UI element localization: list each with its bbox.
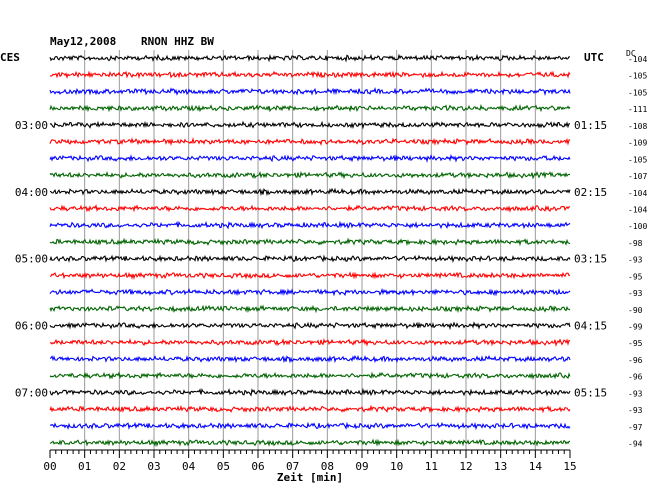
- dc-offset-label: -104: [628, 205, 647, 214]
- x-tick-label: 07: [286, 460, 299, 473]
- recording-date: May12,2008: [50, 35, 116, 48]
- x-axis-label: Zeit [min]: [277, 471, 343, 484]
- x-tick-label: 02: [113, 460, 126, 473]
- dc-offset-label: -93: [628, 406, 643, 415]
- trace-12: [49, 237, 571, 247]
- trace-4: [49, 103, 571, 113]
- x-tick-label: 06: [251, 460, 264, 473]
- trace-21: [49, 387, 571, 397]
- trace-19: [49, 354, 571, 364]
- trace-3: [49, 87, 571, 96]
- hour-label-right: 03:15: [574, 253, 607, 266]
- hour-label-left: 07:00: [15, 386, 48, 399]
- trace-17: [49, 321, 571, 331]
- x-tick-label: 08: [321, 460, 334, 473]
- trace-23: [49, 421, 571, 431]
- trace-16: [49, 304, 571, 314]
- dc-offset-label: -100: [628, 222, 647, 231]
- trace-7: [49, 153, 571, 163]
- x-tick-label: 01: [78, 460, 91, 473]
- hour-label-left: 04:00: [15, 186, 48, 199]
- x-tick-label: 05: [217, 460, 230, 473]
- hour-label-left: 03:00: [15, 119, 48, 132]
- dc-offset-label: -90: [628, 306, 643, 315]
- dc-offset-label: -105: [628, 72, 647, 81]
- trace-20: [49, 371, 571, 380]
- trace-22: [49, 404, 571, 414]
- trace-6: [49, 136, 571, 147]
- hour-label-right: 02:15: [574, 186, 607, 199]
- trace-15: [49, 287, 571, 297]
- trace-8: [49, 170, 571, 180]
- x-tick-label: 09: [355, 460, 368, 473]
- dc-offset-label: -104: [628, 189, 647, 198]
- x-tick-label: 10: [390, 460, 403, 473]
- dc-offset-label: -107: [628, 172, 647, 181]
- trace-1: [49, 53, 571, 63]
- dc-offset-label: -105: [628, 155, 647, 164]
- hour-label-right: 05:15: [574, 386, 607, 399]
- trace-10: [49, 203, 571, 213]
- x-tick-label: 00: [43, 460, 56, 473]
- dc-offset-label: -93: [628, 256, 643, 265]
- dc-offset-label: -94: [628, 440, 643, 449]
- trace-13: [49, 254, 571, 264]
- dc-offset-label: -98: [628, 239, 643, 248]
- dc-column-label: DC: [626, 49, 636, 58]
- dc-offset-label: -99: [628, 323, 643, 332]
- trace-5: [49, 120, 571, 130]
- dc-offset-label: -109: [628, 139, 647, 148]
- seismic-traces: [49, 53, 571, 448]
- time-axis: 00 01 02 03 04 05 06 07 08 09 10 11 12 13 14 15: [43, 449, 577, 473]
- minute-gridlines: [84, 50, 536, 450]
- trace-labels: -104 -105 -105 -111 -108 -109 -105 -107 -104 -104…: [15, 55, 648, 449]
- hour-label-right: 04:15: [574, 320, 607, 333]
- x-tick-label: 04: [182, 460, 196, 473]
- station-channel: RNON HHZ BW: [141, 35, 214, 48]
- dc-offset-label: -96: [628, 373, 643, 382]
- dc-offset-label: -108: [628, 122, 647, 131]
- dc-offset-label: -96: [628, 356, 643, 365]
- dc-offset-label: -111: [628, 105, 647, 114]
- left-timezone-label: CES: [0, 51, 20, 64]
- dc-offset-label: -93: [628, 389, 643, 398]
- dc-offset-label: -95: [628, 272, 643, 281]
- dc-offset-label: -95: [628, 339, 643, 348]
- trace-14: [49, 271, 571, 280]
- x-tick-label: 15: [563, 460, 576, 473]
- hour-label-right: 01:15: [574, 119, 607, 132]
- x-tick-label: 03: [147, 460, 160, 473]
- trace-2: [49, 70, 571, 79]
- hour-label-left: 05:00: [15, 253, 48, 266]
- trace-24: [49, 438, 571, 448]
- x-tick-label: 13: [494, 460, 507, 473]
- x-tick-label: 14: [529, 460, 543, 473]
- trace-9: [49, 187, 571, 197]
- dc-offset-label: -104: [628, 55, 647, 64]
- x-tick-label: 12: [459, 460, 472, 473]
- dc-offset-label: -93: [628, 289, 643, 298]
- hour-label-left: 06:00: [15, 320, 48, 333]
- trace-11: [49, 220, 571, 230]
- trace-18: [49, 338, 571, 347]
- right-timezone-label: UTC: [584, 51, 604, 64]
- x-tick-label: 11: [425, 460, 438, 473]
- dc-offset-label: -97: [628, 423, 643, 432]
- dc-offset-label: -105: [628, 88, 647, 97]
